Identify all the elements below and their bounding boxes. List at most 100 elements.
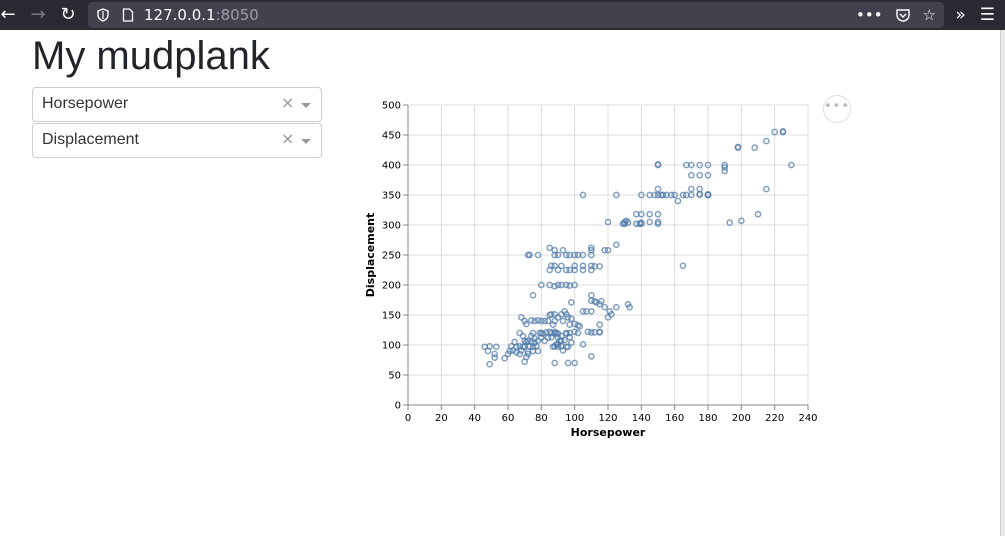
scatter-point [559,347,567,354]
x-axis-dropdown[interactable]: Horsepower × [32,87,322,122]
scatter-point [571,281,579,289]
scatter-point [551,359,559,367]
scatter-point [579,191,587,199]
scatter-point [721,161,729,169]
scatter-point [486,360,494,368]
scatter-point [654,185,662,193]
scatter-point [612,241,620,249]
url-bar[interactable]: 127.0.0.1:8050 ••• ☆ [88,2,944,28]
scatter-point [551,251,559,259]
scatter-point [571,328,579,336]
scatter-point [527,317,535,324]
scatter-point [571,251,579,259]
scatter-point [587,353,595,360]
pocket-icon[interactable] [895,7,911,23]
y-tick-label: 350 [382,191,401,202]
scatter-point [554,281,562,289]
scatter-point [571,359,579,367]
x-tick-label: 200 [732,413,751,424]
scatter-point [534,347,542,355]
scatter-point [721,167,729,175]
scatter-point [646,218,654,226]
scatter-point [679,191,687,199]
scatter-point [547,262,555,270]
back-arrow-icon[interactable]: ← [0,4,16,25]
scatter-point [562,251,570,259]
scatter-point [544,317,552,325]
scatter-point [651,191,659,199]
scatter-point [762,185,770,193]
scatter-point [737,217,745,225]
x-tick-label: 40 [468,413,481,424]
x-tick-label: 240 [798,413,817,424]
scatter-point [561,336,569,344]
scatter-point [547,333,555,341]
scatter-point [537,281,545,289]
scatter-point [564,314,572,321]
x-tick-label: 80 [535,413,548,424]
y-axis-dropdown[interactable]: Displacement × [32,123,322,158]
scatter-point [522,320,530,328]
scatter-point [562,281,570,289]
scatter-point [557,262,565,270]
scatter-point [667,191,675,199]
scatter-point [579,341,587,348]
scatter-point [721,164,729,171]
page-title: My mudplank [32,34,270,78]
y-tick-label: 100 [382,341,401,352]
scatter-point [571,262,579,270]
scatter-point [687,191,695,199]
scatter-point [637,191,645,199]
scatter-point [501,354,509,362]
scatter-point [704,191,712,199]
chart-actions-button[interactable]: ••• [823,95,851,123]
y-axis-chevron-down-icon[interactable] [301,139,311,144]
scatter-point [704,171,712,179]
y-tick-label: 150 [382,311,401,322]
url-host: 127.0.0.1 [144,6,216,24]
scatter-point [587,329,595,336]
scatter-point [762,137,770,145]
y-tick-label: 200 [382,281,401,292]
menu-hamburger-icon[interactable]: ☰ [979,5,995,25]
bookmark-star-icon[interactable]: ☆ [922,6,936,24]
scatter-chart: 0 20 40 60 80 100 120 140 160 180 200 220 240 0 50 100 1… [355,95,865,445]
scatter-point [624,219,632,226]
scatter-point [626,303,634,311]
page-icon [122,8,134,22]
x-tick-label: 20 [435,413,448,424]
reload-icon[interactable]: ↻ [60,4,76,25]
scatter-point [559,246,567,254]
scatter-point [646,210,654,218]
scatter-point [597,297,605,305]
scatter-point [671,191,679,199]
scatter-point [612,303,620,311]
y-tick-label: 250 [382,251,401,262]
x-axis-dropdown-value: Horsepower [42,95,129,112]
overflow-chevron-icon[interactable]: » [955,5,966,25]
scatter-point [576,323,584,330]
y-tick-label: 50 [388,371,401,382]
scatter-point [571,320,579,328]
scatter-point [596,328,604,336]
scatter-point [554,251,562,259]
y-axis-clear-icon[interactable]: × [281,129,295,148]
x-axis-chevron-down-icon[interactable] [301,103,311,108]
scatter-point [486,342,494,350]
forward-arrow-icon[interactable]: → [30,4,46,25]
page-actions-icon[interactable]: ••• [856,6,883,24]
scatter-point [604,246,612,254]
url-text[interactable]: 127.0.0.1:8050 [144,6,259,24]
scatter-point [596,263,604,270]
scatter-point [567,315,575,322]
scatter-point [604,218,612,226]
y-tick-label: 0 [395,401,401,412]
x-axis-clear-icon[interactable]: × [281,93,295,112]
scatter-point [551,317,559,325]
y-axis-dropdown-value: Displacement [42,131,139,148]
x-tick-label: 140 [632,413,651,424]
y-tick-label: 500 [382,101,401,112]
scatter-point [679,262,687,270]
scatter-point [587,246,595,254]
scatter-point [674,197,682,205]
